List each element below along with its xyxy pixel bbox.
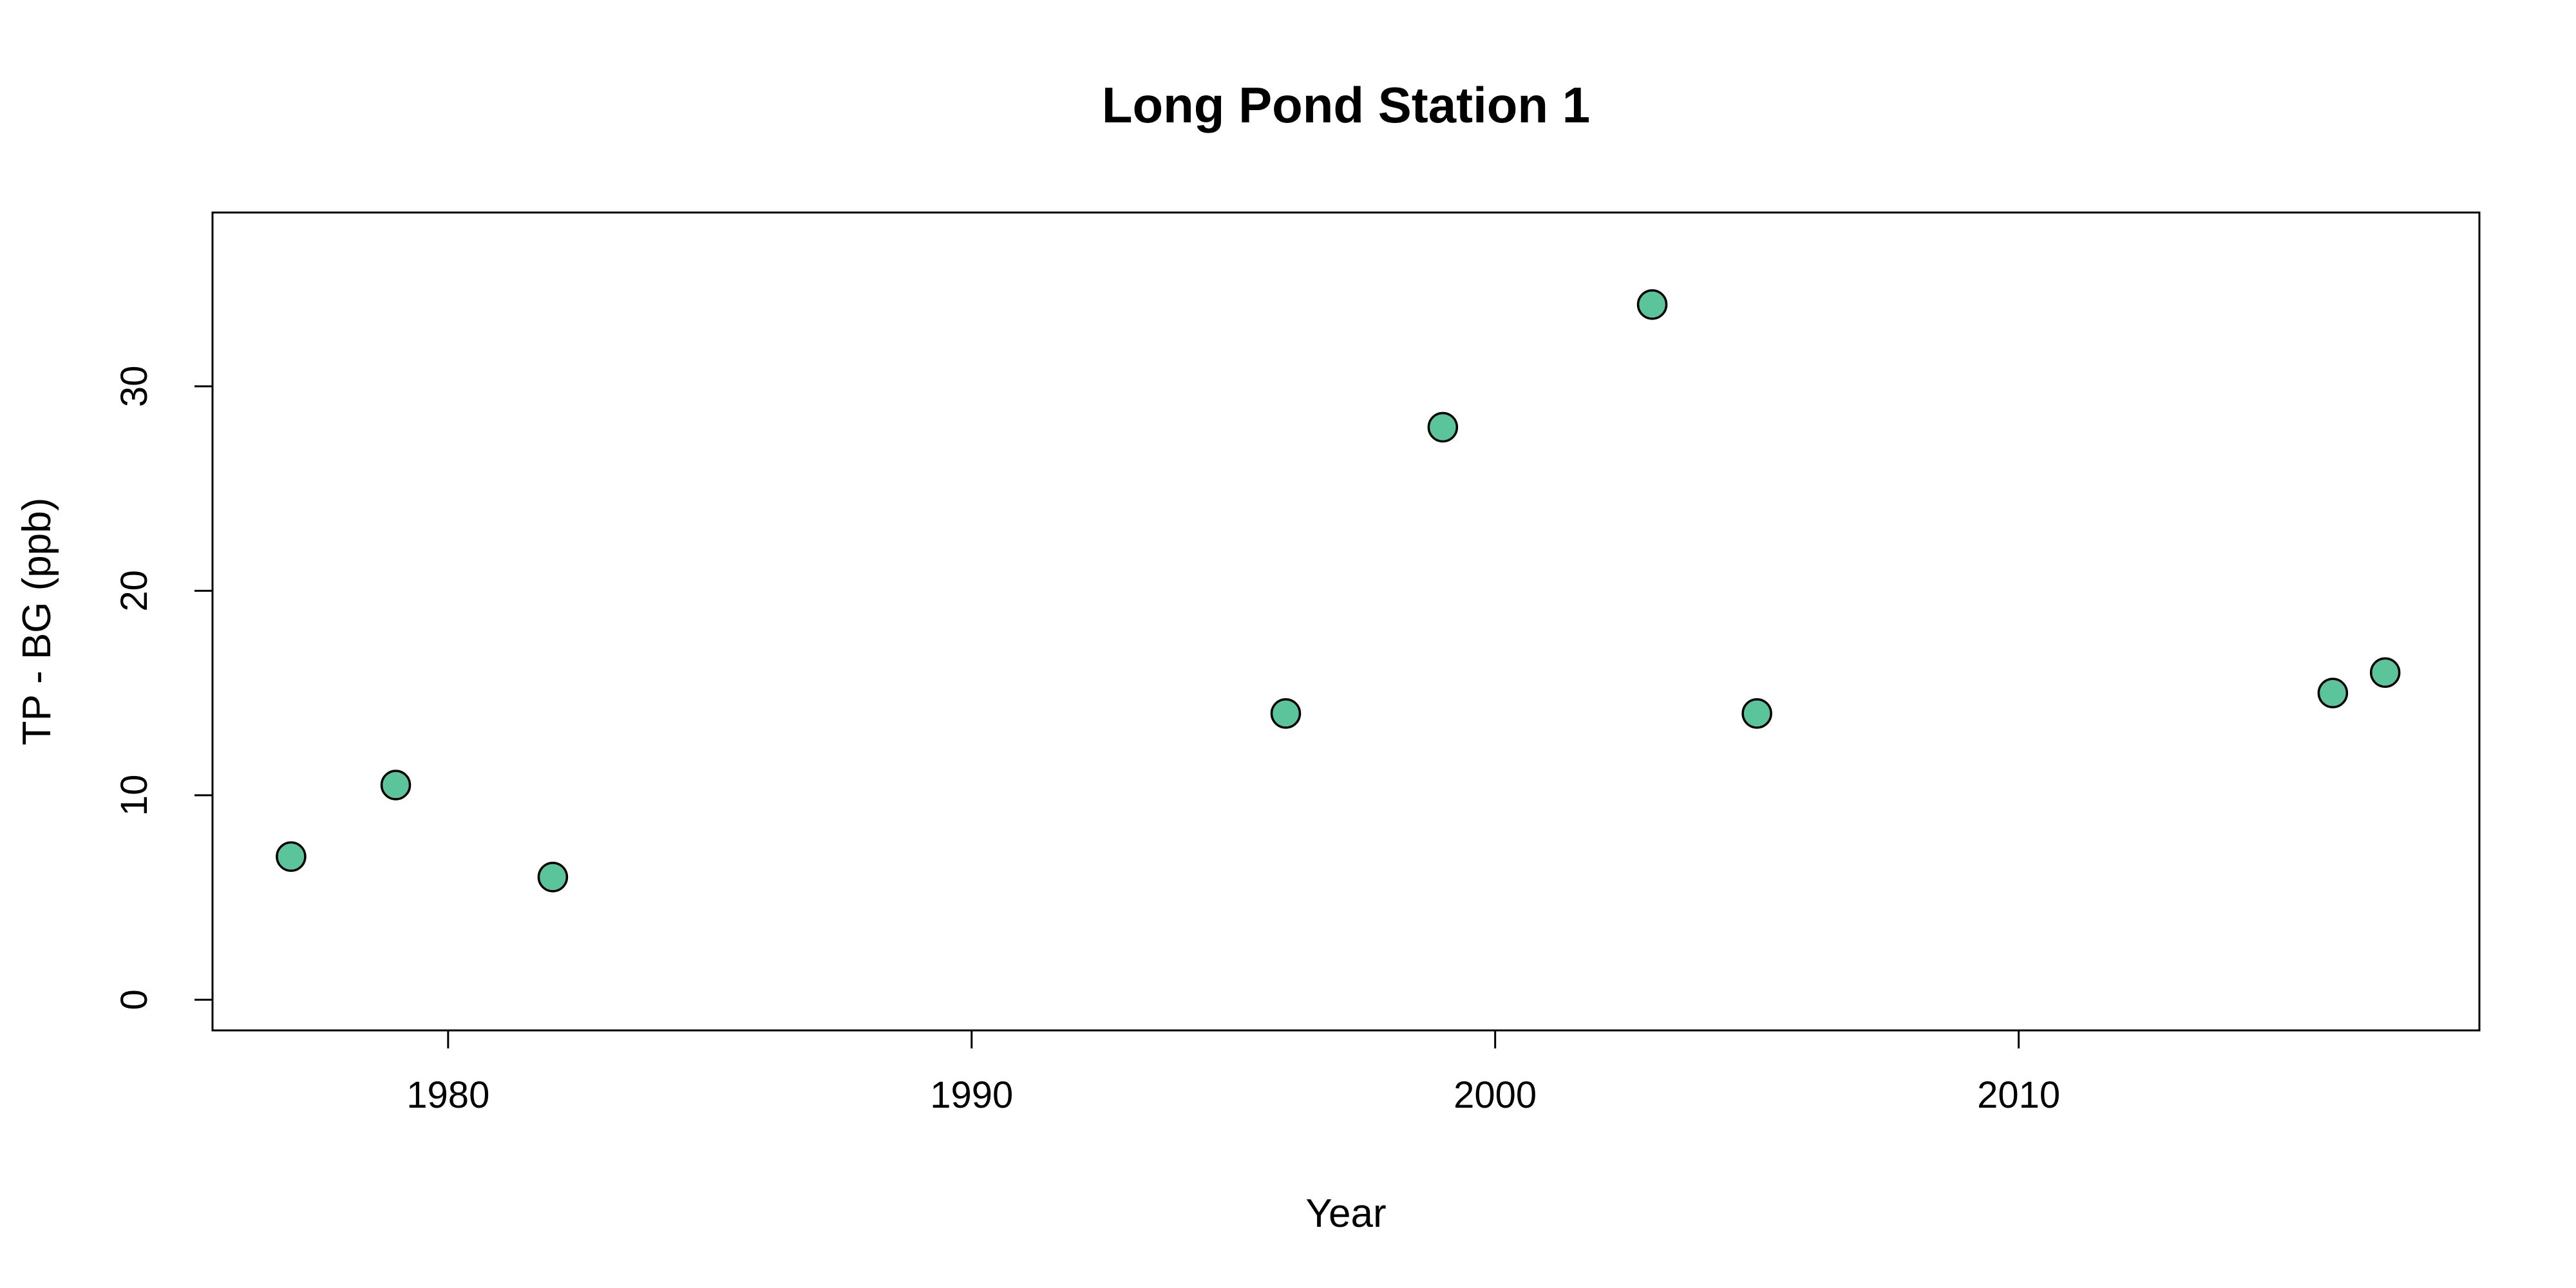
data-point	[1270, 698, 1302, 729]
x-tick-label: 2000	[1454, 1074, 1537, 1116]
x-tick-label: 2010	[1977, 1074, 2060, 1116]
data-point	[380, 770, 412, 800]
y-tick-label: 30	[113, 366, 155, 408]
data-point	[537, 862, 569, 893]
data-point	[1427, 412, 1459, 443]
data-point	[2317, 677, 2349, 708]
y-tick-label: 20	[113, 570, 155, 612]
y-axis: 0 10 20 30	[113, 366, 213, 1010]
x-axis-label: Year	[1305, 1191, 1386, 1236]
plot-frame	[211, 211, 2481, 1032]
data-point	[276, 841, 307, 872]
x-tick-label: 1990	[930, 1074, 1013, 1116]
y-tick-label: 10	[113, 775, 155, 817]
x-axis: 1980 1990 2000 2010	[406, 1030, 2060, 1116]
y-axis-label: TP - BG (ppb)	[15, 498, 59, 746]
data-points	[276, 289, 2401, 893]
x-tick-label: 1980	[406, 1074, 489, 1116]
data-point	[1741, 698, 1772, 729]
data-point	[2369, 657, 2401, 688]
data-point	[1636, 289, 1668, 320]
chart-title: Long Pond Station 1	[1102, 77, 1590, 133]
y-tick-label: 0	[113, 989, 155, 1010]
